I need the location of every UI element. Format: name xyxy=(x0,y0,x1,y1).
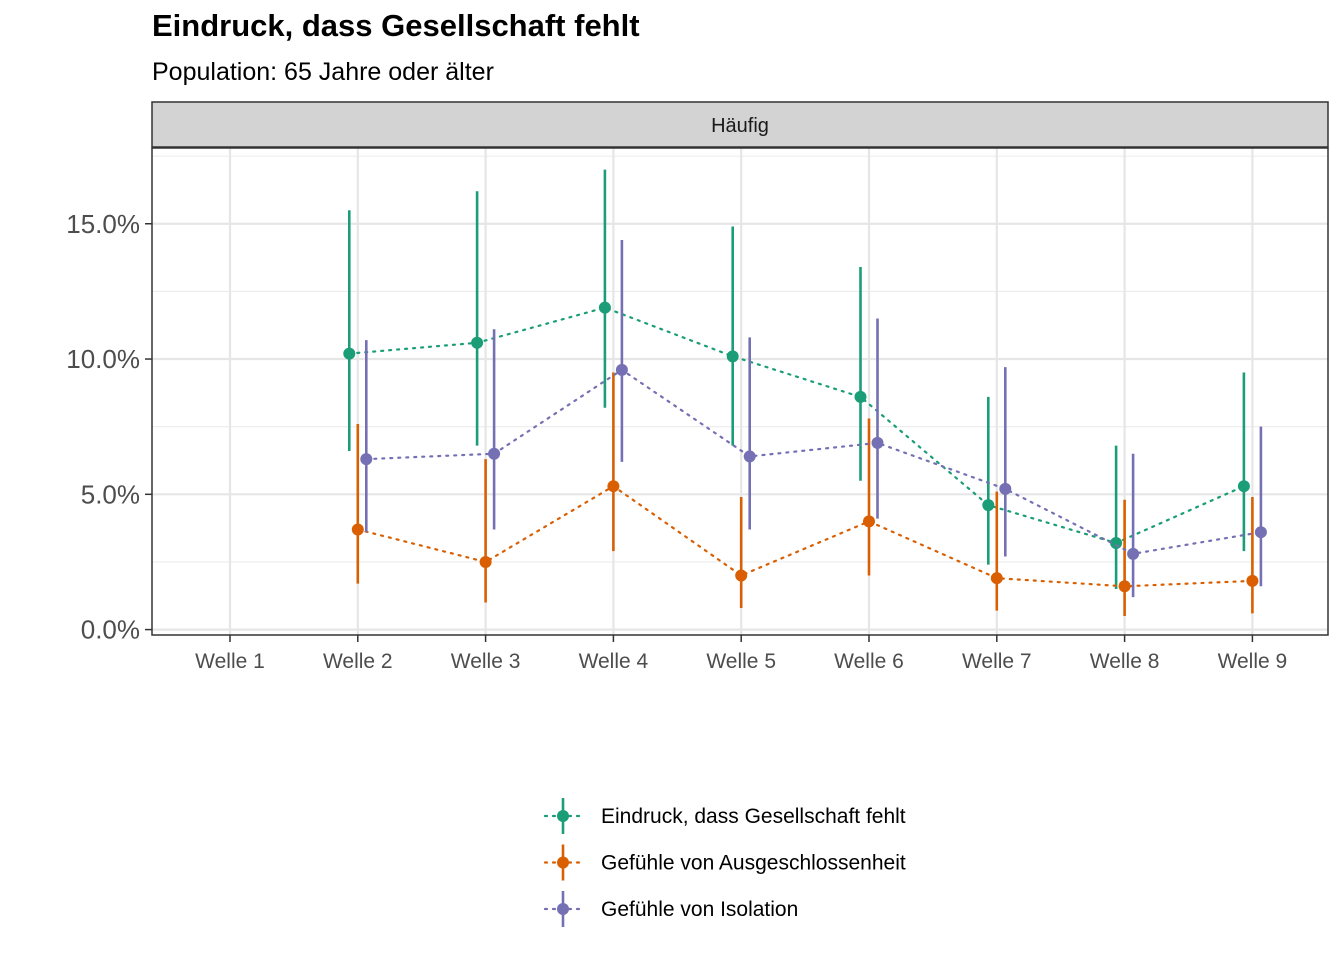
x-axis: Welle 1 Welle 2 Welle 3 Welle 4 Welle 5 Welle… xyxy=(195,635,1287,673)
legend-label: Eindruck, dass Gesellschaft fehlt xyxy=(601,805,906,828)
data-point xyxy=(999,482,1012,495)
data-point xyxy=(735,569,748,582)
series-line xyxy=(356,484,1254,588)
legend-key-point xyxy=(557,903,569,915)
legend-key-point xyxy=(557,856,569,869)
series-group xyxy=(343,169,1250,590)
x-tick-label: Welle 3 xyxy=(451,650,521,673)
data-point xyxy=(607,480,620,493)
data-point xyxy=(1127,547,1140,560)
x-tick-label: Welle 6 xyxy=(834,650,904,673)
x-tick-label: Welle 9 xyxy=(1218,650,1288,673)
x-tick-label: Welle 5 xyxy=(706,650,776,673)
data-point xyxy=(471,336,484,349)
chart-title: Eindruck, dass Gesellschaft fehlt xyxy=(152,8,640,43)
data-point xyxy=(488,447,501,460)
chart-subtitle: Population: 65 Jahre oder älter xyxy=(152,58,494,86)
legend-item: Eindruck, dass Gesellschaft fehlt xyxy=(543,798,906,834)
y-tick-label: 5.0% xyxy=(81,479,140,509)
data-point xyxy=(854,390,867,403)
x-tick-label: Welle 7 xyxy=(962,650,1032,673)
data-point xyxy=(863,515,875,528)
y-tick-label: 15.0% xyxy=(66,209,140,239)
panel-border xyxy=(151,147,1329,636)
x-tick-label: Welle 4 xyxy=(579,650,649,673)
y-tick-label: 0.0% xyxy=(81,615,140,645)
facet-strip-label: Häufig xyxy=(711,115,769,137)
series-group xyxy=(360,239,1267,598)
data-point xyxy=(1254,526,1267,539)
legend-key-point xyxy=(557,810,569,822)
data-point xyxy=(1246,574,1259,587)
data-point xyxy=(990,572,1003,585)
legend: Eindruck, dass Gesellschaft fehlt Gefühle… xyxy=(543,798,906,927)
data-point xyxy=(360,453,373,466)
series-line xyxy=(365,368,1263,555)
data-point xyxy=(351,523,364,536)
data-point xyxy=(479,555,492,568)
legend-label: Gefühle von Ausgeschlossenheit xyxy=(601,852,906,875)
data-point xyxy=(598,301,611,314)
data-point xyxy=(871,436,884,449)
y-tick-label: 10.0% xyxy=(66,344,140,374)
data-point xyxy=(615,363,628,376)
x-tick-label: Welle 1 xyxy=(195,650,265,673)
data-point xyxy=(743,450,756,463)
series-layer xyxy=(343,169,1267,617)
legend-label: Gefühle von Isolation xyxy=(601,898,798,921)
y-axis: 0.0% 5.0% 10.0% 15.0% xyxy=(66,209,152,645)
series-group xyxy=(351,372,1259,617)
data-point xyxy=(982,499,995,512)
data-point xyxy=(726,350,739,363)
legend-item: Gefühle von Ausgeschlossenheit xyxy=(543,844,906,881)
data-point xyxy=(343,347,356,360)
series-line xyxy=(348,306,1246,545)
x-tick-label: Welle 2 xyxy=(323,650,393,673)
facet-strip xyxy=(151,101,1329,148)
legend-item: Gefühle von Isolation xyxy=(543,891,798,927)
data-point xyxy=(1237,480,1250,493)
x-tick-label: Welle 8 xyxy=(1090,650,1160,673)
data-point xyxy=(1118,580,1131,593)
